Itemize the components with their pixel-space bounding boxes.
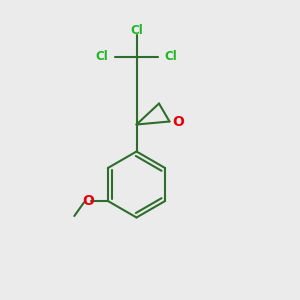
Text: O: O <box>172 115 184 128</box>
Text: Cl: Cl <box>95 50 108 64</box>
Text: Cl: Cl <box>130 24 143 38</box>
Text: O: O <box>82 194 94 208</box>
Text: Cl: Cl <box>165 50 178 64</box>
